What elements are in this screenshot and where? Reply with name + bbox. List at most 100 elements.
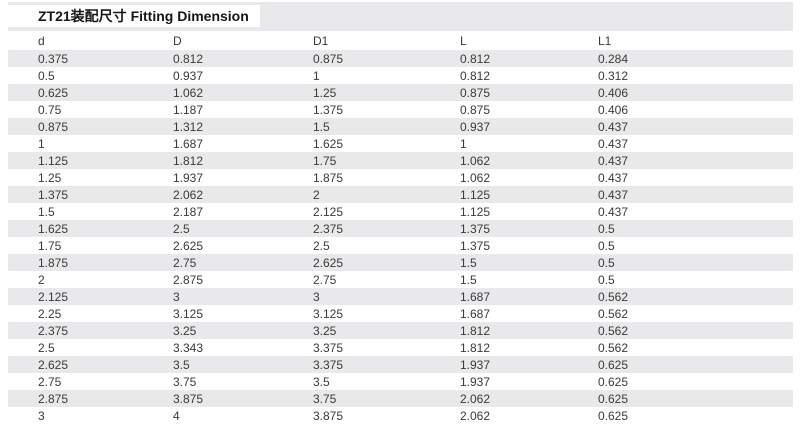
- table-cell: 0.75: [38, 103, 62, 116]
- table-cell: 1.625: [313, 137, 344, 150]
- table-cell: 2.625: [173, 239, 204, 252]
- fitting-dimension-table: ZT21装配尺寸 Fitting Dimension d D D1 L L1 0…: [8, 2, 793, 424]
- table-row: 1.5 2.187 2.125 1.125 0.437: [8, 203, 793, 220]
- table-row: 1 1.687 1.625 1 0.437: [8, 135, 793, 152]
- table-cell: 2.5: [38, 341, 55, 354]
- table-cell: 1.375: [313, 103, 344, 116]
- table-cell: 2.75: [173, 256, 197, 269]
- table-cell: 3: [38, 409, 45, 422]
- table-row: 1.25 1.937 1.875 1.062 0.437: [8, 169, 793, 186]
- table-cell: 3: [313, 290, 320, 303]
- table-cell: 3.125: [173, 307, 204, 320]
- table-cell: 1: [38, 137, 45, 150]
- table-cell: 1.5: [460, 256, 477, 269]
- table-cell: 2.5: [313, 239, 330, 252]
- table-cell: 0.937: [173, 69, 204, 82]
- table-cell: 0.625: [38, 86, 69, 99]
- table-cell: 0.375: [38, 52, 69, 65]
- table-row: 2 2.875 2.75 1.5 0.5: [8, 271, 793, 288]
- table-row: 0.625 1.062 1.25 0.875 0.406: [8, 84, 793, 101]
- table-cell: 1.25: [313, 86, 337, 99]
- table-cell: 1.875: [38, 256, 69, 269]
- table-cell: 1.125: [460, 205, 491, 218]
- table-row: 2.75 3.75 3.5 1.937 0.625: [8, 373, 793, 390]
- table-cell: 0.5: [598, 273, 615, 286]
- table-cell: 1.75: [38, 239, 62, 252]
- table-cell: 1.5: [460, 273, 477, 286]
- table-row: 1.75 2.625 2.5 1.375 0.5: [8, 237, 793, 254]
- table-row: 0.875 1.312 1.5 0.937 0.437: [8, 118, 793, 135]
- table-row: 2.25 3.125 3.125 1.687 0.562: [8, 305, 793, 322]
- table-row: 2.875 3.875 3.75 2.062 0.625: [8, 390, 793, 407]
- table-cell: 3.5: [313, 375, 330, 388]
- table-row: 1.625 2.5 2.375 1.375 0.5: [8, 220, 793, 237]
- table-row: 1.375 2.062 2 1.125 0.437: [8, 186, 793, 203]
- table-cell: 0.437: [598, 205, 629, 218]
- table-cell: 2.5: [173, 222, 190, 235]
- table-cell: 0.5: [598, 239, 615, 252]
- table-cell: 0.625: [598, 392, 629, 405]
- page-title: ZT21装配尺寸 Fitting Dimension: [38, 8, 249, 24]
- table-cell: 3.75: [173, 375, 197, 388]
- table-cell: 2.062: [173, 188, 204, 201]
- table-cell: 3.875: [173, 392, 204, 405]
- table-cell: 2.625: [38, 358, 69, 371]
- table-cell: 0.625: [598, 409, 629, 422]
- table-cell: 1.812: [173, 154, 204, 167]
- table-cell: 0.875: [460, 103, 491, 116]
- table-cell: 1: [313, 69, 320, 82]
- table-cell: 1.5: [38, 205, 55, 218]
- table-cell: 0.437: [598, 171, 629, 184]
- table-cell: 2.625: [313, 256, 344, 269]
- table-cell: 2.75: [313, 273, 337, 286]
- title-band: ZT21装配尺寸 Fitting Dimension: [8, 2, 793, 31]
- table-row: 3 4 3.875 2.062 0.625: [8, 407, 793, 424]
- table-cell: 3: [173, 290, 180, 303]
- table-cell: 1.375: [38, 188, 69, 201]
- column-header-L1: L1: [598, 34, 612, 47]
- table-row: 0.5 0.937 1 0.812 0.312: [8, 67, 793, 84]
- table-row: 1.125 1.812 1.75 1.062 0.437: [8, 152, 793, 169]
- table-cell: 0.406: [598, 103, 629, 116]
- column-header-L: L: [460, 34, 467, 47]
- table-cell: 4: [173, 409, 180, 422]
- table-cell: 1.062: [460, 154, 491, 167]
- table-cell: 3.75: [313, 392, 337, 405]
- table-cell: 0.875: [313, 52, 344, 65]
- table-cell: 1.375: [460, 239, 491, 252]
- table-row: 0.375 0.812 0.875 0.812 0.284: [8, 50, 793, 67]
- table-cell: 2.875: [38, 392, 69, 405]
- table-cell: 3.375: [313, 341, 344, 354]
- table-cell: 1.312: [173, 120, 204, 133]
- table-cell: 2.375: [38, 324, 69, 337]
- table-cell: 0.875: [38, 120, 69, 133]
- table-cell: 3.25: [173, 324, 197, 337]
- table-cell: 3.25: [313, 324, 337, 337]
- table-cell: 2.062: [460, 409, 491, 422]
- table-cell: 0.5: [598, 256, 615, 269]
- table-cell: 0.284: [598, 52, 629, 65]
- table-cell: 1.937: [173, 171, 204, 184]
- table-cell: 0.562: [598, 290, 629, 303]
- table-cell: 1.125: [38, 154, 69, 167]
- table-cell: 0.437: [598, 120, 629, 133]
- table-cell: 0.437: [598, 154, 629, 167]
- table-cell: 0.937: [460, 120, 491, 133]
- table-cell: 1.375: [460, 222, 491, 235]
- table-cell: 2: [313, 188, 320, 201]
- table-row: 2.125 3 3 1.687 0.562: [8, 288, 793, 305]
- table-cell: 2.125: [313, 205, 344, 218]
- table-cell: 2.062: [460, 392, 491, 405]
- table-cell: 0.875: [460, 86, 491, 99]
- table-cell: 1.125: [460, 188, 491, 201]
- table-cell: 1.687: [460, 307, 491, 320]
- table-cell: 1.062: [460, 171, 491, 184]
- table-cell: 1.812: [460, 341, 491, 354]
- table-cell: 1.937: [460, 375, 491, 388]
- table-cell: 1.75: [313, 154, 337, 167]
- table-cell: 1.25: [38, 171, 62, 184]
- table-cell: 0.437: [598, 188, 629, 201]
- table-cell: 1.687: [173, 137, 204, 150]
- table-cell: 0.812: [460, 69, 491, 82]
